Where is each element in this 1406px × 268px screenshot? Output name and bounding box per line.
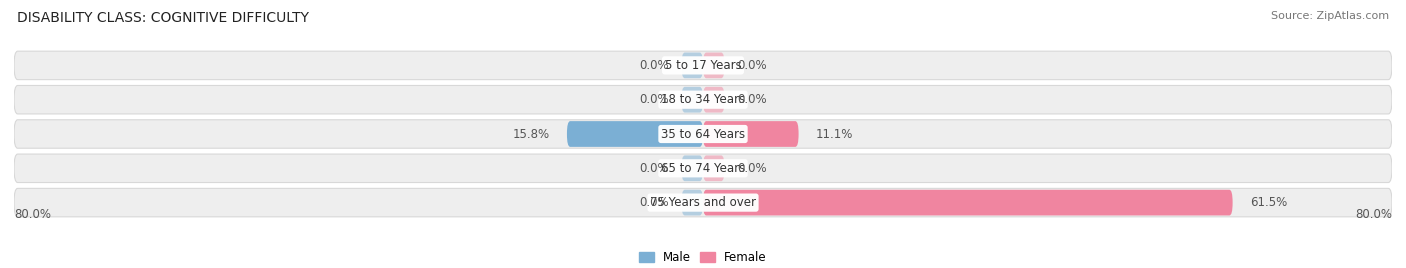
Text: 0.0%: 0.0% [638,196,669,209]
Text: 0.0%: 0.0% [638,59,669,72]
Text: 0.0%: 0.0% [638,162,669,175]
Text: DISABILITY CLASS: COGNITIVE DIFFICULTY: DISABILITY CLASS: COGNITIVE DIFFICULTY [17,11,309,25]
FancyBboxPatch shape [682,155,703,181]
FancyBboxPatch shape [703,155,724,181]
Text: 35 to 64 Years: 35 to 64 Years [661,128,745,140]
FancyBboxPatch shape [14,154,1392,183]
Text: 15.8%: 15.8% [513,128,550,140]
Text: 80.0%: 80.0% [1355,209,1392,221]
FancyBboxPatch shape [14,51,1392,80]
Text: 18 to 34 Years: 18 to 34 Years [661,93,745,106]
Text: 11.1%: 11.1% [815,128,853,140]
Text: Source: ZipAtlas.com: Source: ZipAtlas.com [1271,11,1389,21]
FancyBboxPatch shape [703,121,799,147]
FancyBboxPatch shape [567,121,703,147]
Text: 61.5%: 61.5% [1250,196,1286,209]
Text: 5 to 17 Years: 5 to 17 Years [665,59,741,72]
Legend: Male, Female: Male, Female [634,246,772,268]
FancyBboxPatch shape [682,53,703,78]
Text: 80.0%: 80.0% [14,209,51,221]
Text: 65 to 74 Years: 65 to 74 Years [661,162,745,175]
FancyBboxPatch shape [682,190,703,215]
FancyBboxPatch shape [703,87,724,113]
FancyBboxPatch shape [703,190,1233,215]
Text: 0.0%: 0.0% [738,162,768,175]
Text: 0.0%: 0.0% [738,93,768,106]
Text: 0.0%: 0.0% [738,59,768,72]
Text: 0.0%: 0.0% [638,93,669,106]
FancyBboxPatch shape [14,120,1392,148]
FancyBboxPatch shape [703,53,724,78]
FancyBboxPatch shape [14,85,1392,114]
FancyBboxPatch shape [682,87,703,113]
FancyBboxPatch shape [14,188,1392,217]
Text: 75 Years and over: 75 Years and over [650,196,756,209]
